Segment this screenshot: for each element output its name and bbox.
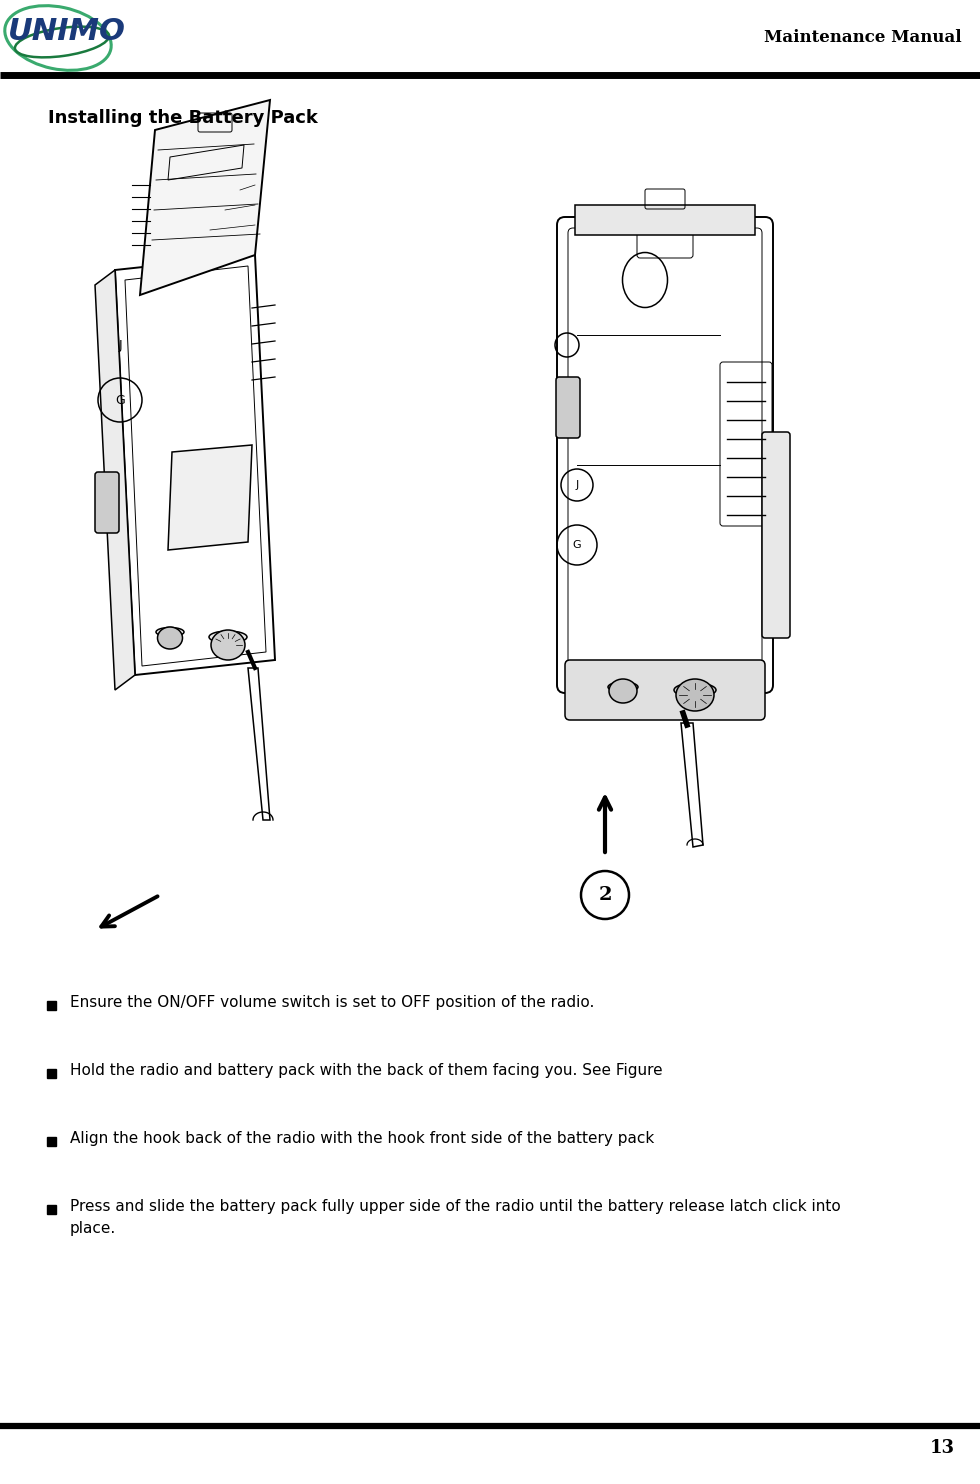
Text: UNIMO: UNIMO	[8, 18, 125, 46]
Text: 2: 2	[598, 886, 612, 904]
Text: J: J	[119, 338, 122, 352]
Ellipse shape	[158, 628, 182, 649]
Ellipse shape	[156, 628, 184, 637]
FancyBboxPatch shape	[556, 377, 580, 438]
Text: place.: place.	[70, 1221, 117, 1236]
Text: G: G	[572, 540, 581, 551]
FancyBboxPatch shape	[565, 660, 765, 720]
Polygon shape	[168, 445, 252, 551]
FancyBboxPatch shape	[762, 432, 790, 638]
Text: Press and slide the battery pack fully upper side of the radio until the battery: Press and slide the battery pack fully u…	[70, 1199, 841, 1214]
Text: Installing the Battery Pack: Installing the Battery Pack	[48, 108, 318, 128]
Ellipse shape	[211, 631, 245, 660]
Text: G: G	[115, 393, 124, 407]
Ellipse shape	[676, 680, 714, 711]
Ellipse shape	[608, 683, 638, 692]
Polygon shape	[248, 668, 270, 821]
Bar	[47, 1002, 56, 1011]
Bar	[47, 1205, 56, 1214]
Polygon shape	[575, 205, 755, 234]
Polygon shape	[95, 270, 135, 690]
Ellipse shape	[609, 680, 637, 703]
Text: Maintenance Manual: Maintenance Manual	[764, 30, 962, 46]
FancyBboxPatch shape	[557, 217, 773, 693]
Text: Hold the radio and battery pack with the back of them facing you. See Figure: Hold the radio and battery pack with the…	[70, 1064, 662, 1079]
Text: 13: 13	[930, 1439, 955, 1457]
Bar	[47, 1137, 56, 1146]
FancyBboxPatch shape	[95, 472, 119, 533]
Text: J: J	[575, 479, 578, 490]
Text: Ensure the ON/OFF volume switch is set to OFF position of the radio.: Ensure the ON/OFF volume switch is set t…	[70, 996, 595, 1011]
Text: Align the hook back of the radio with the hook front side of the battery pack: Align the hook back of the radio with th…	[70, 1131, 655, 1147]
Bar	[47, 1068, 56, 1077]
Polygon shape	[681, 723, 703, 847]
Ellipse shape	[209, 631, 247, 643]
Polygon shape	[140, 99, 270, 295]
Ellipse shape	[674, 683, 716, 697]
